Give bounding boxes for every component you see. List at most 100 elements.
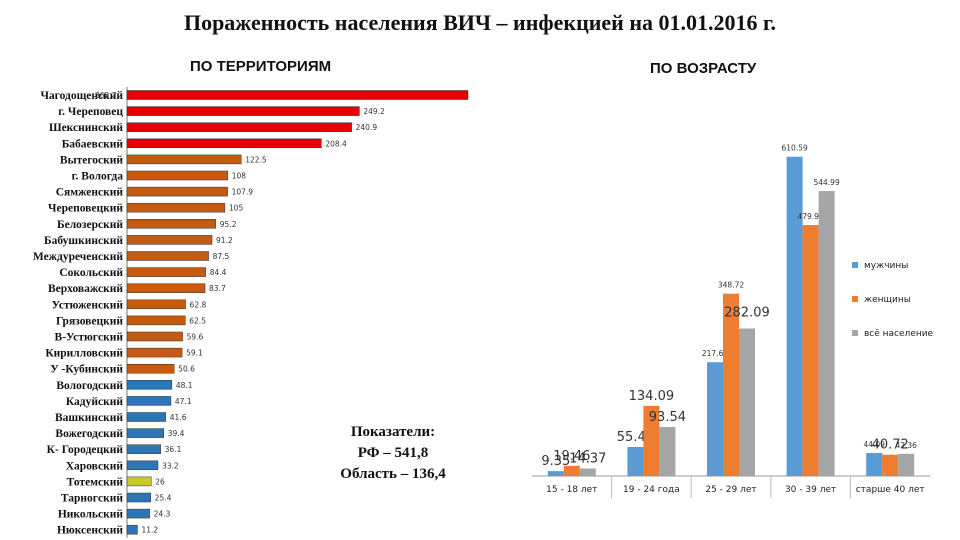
territory-value-label: 59.6 (187, 333, 204, 342)
age-subtitle: ПО ВОЗРАСТУ (650, 60, 757, 77)
slide-title: Пораженность населения ВИЧ – инфекцией н… (183, 10, 777, 35)
age-bar-women (643, 405, 660, 476)
territory-label: Бабушкинский (44, 235, 123, 247)
territory-value-label: 365.7 (95, 91, 117, 100)
territory-value-label: 41.6 (170, 413, 187, 422)
territory-label: Никольский (58, 509, 124, 521)
age-bar-all (579, 468, 596, 476)
territory-value-label: 105 (229, 204, 244, 213)
age-bar-men (866, 452, 883, 476)
age-value-label: 9.35 (541, 454, 570, 469)
territory-label: Череповецкий (48, 203, 123, 215)
legend-label: мужчины (864, 261, 908, 271)
territory-bar (126, 524, 138, 535)
territory-value-label: 24.3 (154, 510, 171, 519)
territory-value-label: 11.2 (141, 526, 158, 535)
territory-value-label: 47.1 (175, 397, 192, 406)
territory-value-label: 91.2 (216, 236, 233, 245)
territory-bar (126, 219, 217, 229)
territory-bar (126, 90, 469, 100)
indicator-region: Область – 136,4 (340, 466, 446, 482)
territory-label: Шекснинский (49, 122, 123, 134)
legend-swatch (852, 262, 858, 268)
age-value-label: 479.95 (797, 212, 823, 221)
territory-label: Харовский (66, 460, 124, 472)
territory-label: Вытегоский (60, 154, 123, 166)
territory-bar (126, 347, 183, 358)
territories-subtitle: ПО ТЕРРИТОРИЯМ (190, 58, 332, 75)
territory-label: Бабаевский (62, 138, 124, 150)
territory-value-label: 83.7 (209, 284, 226, 293)
territory-bar (126, 267, 206, 277)
legend-label: всё население (864, 329, 934, 339)
age-bar-men (547, 471, 564, 476)
age-bar-all (739, 328, 755, 476)
territory-label: Вологодский (56, 380, 123, 392)
territory-bar (126, 315, 186, 326)
age-value-label: 348.72 (718, 281, 744, 290)
territory-value-label: 48.1 (176, 381, 193, 390)
territory-label: г. Вологда (72, 171, 124, 183)
territory-bar (126, 412, 167, 422)
territory-label: Устюженский (52, 299, 124, 311)
age-bar-all (818, 191, 835, 476)
territory-value-label: 122.5 (245, 155, 267, 164)
territory-label: Тотемский (67, 476, 124, 488)
territory-label: К- Городецкий (47, 444, 124, 456)
age-value-label: 282.09 (724, 306, 770, 321)
age-value-label: 14.37 (569, 451, 606, 466)
territory-label: Вашкинский (55, 412, 123, 424)
age-bar-all (659, 427, 676, 476)
age-category-label: 30 - 39 лет (785, 485, 836, 495)
territory-bar (126, 202, 226, 213)
territory-value-label: 208.4 (325, 139, 347, 148)
territory-bar (126, 283, 206, 293)
age-bar-men (786, 156, 803, 476)
age-value-label: 40.72 (872, 438, 909, 453)
territory-bar (126, 138, 322, 149)
territory-label: Вожегодский (55, 428, 123, 440)
territory-bar (126, 299, 186, 310)
age-bar-men (707, 362, 723, 476)
age-category-label: 19 - 24 года (623, 485, 680, 495)
territory-bar (126, 444, 161, 454)
territory-bar (126, 251, 209, 261)
territory-value-label: 87.5 (213, 252, 230, 261)
territory-label: Междуреченский (33, 251, 123, 263)
territory-label: Кирилловский (45, 348, 123, 360)
territory-value-label: 108 (232, 172, 247, 181)
age-bar-women (723, 293, 739, 476)
territory-value-label: 95.2 (220, 220, 237, 229)
age-value-label: 19.46 (553, 449, 590, 464)
territory-value-label: 107.9 (232, 188, 254, 197)
territory-label: г. Череповец (58, 106, 123, 118)
indicators-heading: Показатели: (350, 424, 436, 440)
territory-value-label: 33.2 (162, 461, 179, 470)
territory-label: Нюксенский (57, 525, 123, 537)
age-category-label: старше 40 лет (856, 485, 925, 495)
territory-bar (126, 186, 228, 197)
territory-label: Белозерский (57, 219, 123, 231)
territory-label: У -Кубинский (50, 364, 123, 376)
territory-bar (126, 508, 150, 519)
territory-value-label: 50.6 (178, 365, 195, 374)
territory-label: Сямженский (56, 187, 124, 199)
indicators-note: Показатели: РФ – 541,8 Область – 136,4 (318, 422, 468, 485)
territory-bar (126, 235, 213, 245)
territory-bar (126, 106, 360, 116)
age-value-label: 44.09 (863, 440, 885, 449)
territory-label: Грязовецкий (56, 315, 123, 327)
territory-bar (126, 380, 173, 390)
territory-label: Сокольский (59, 267, 123, 279)
territory-bar (126, 122, 352, 132)
age-bar-women (882, 454, 899, 476)
age-value-label: 134.09 (629, 389, 675, 404)
territory-value-label: 59.1 (186, 349, 203, 358)
indicator-russia: РФ – 541,8 (357, 445, 429, 461)
legend-label: женщины (864, 295, 911, 305)
age-value-label: 42.36 (895, 441, 917, 450)
territory-value-label: 62.8 (190, 300, 207, 309)
territory-bar (126, 331, 183, 342)
territory-value-label: 62.5 (189, 316, 206, 325)
